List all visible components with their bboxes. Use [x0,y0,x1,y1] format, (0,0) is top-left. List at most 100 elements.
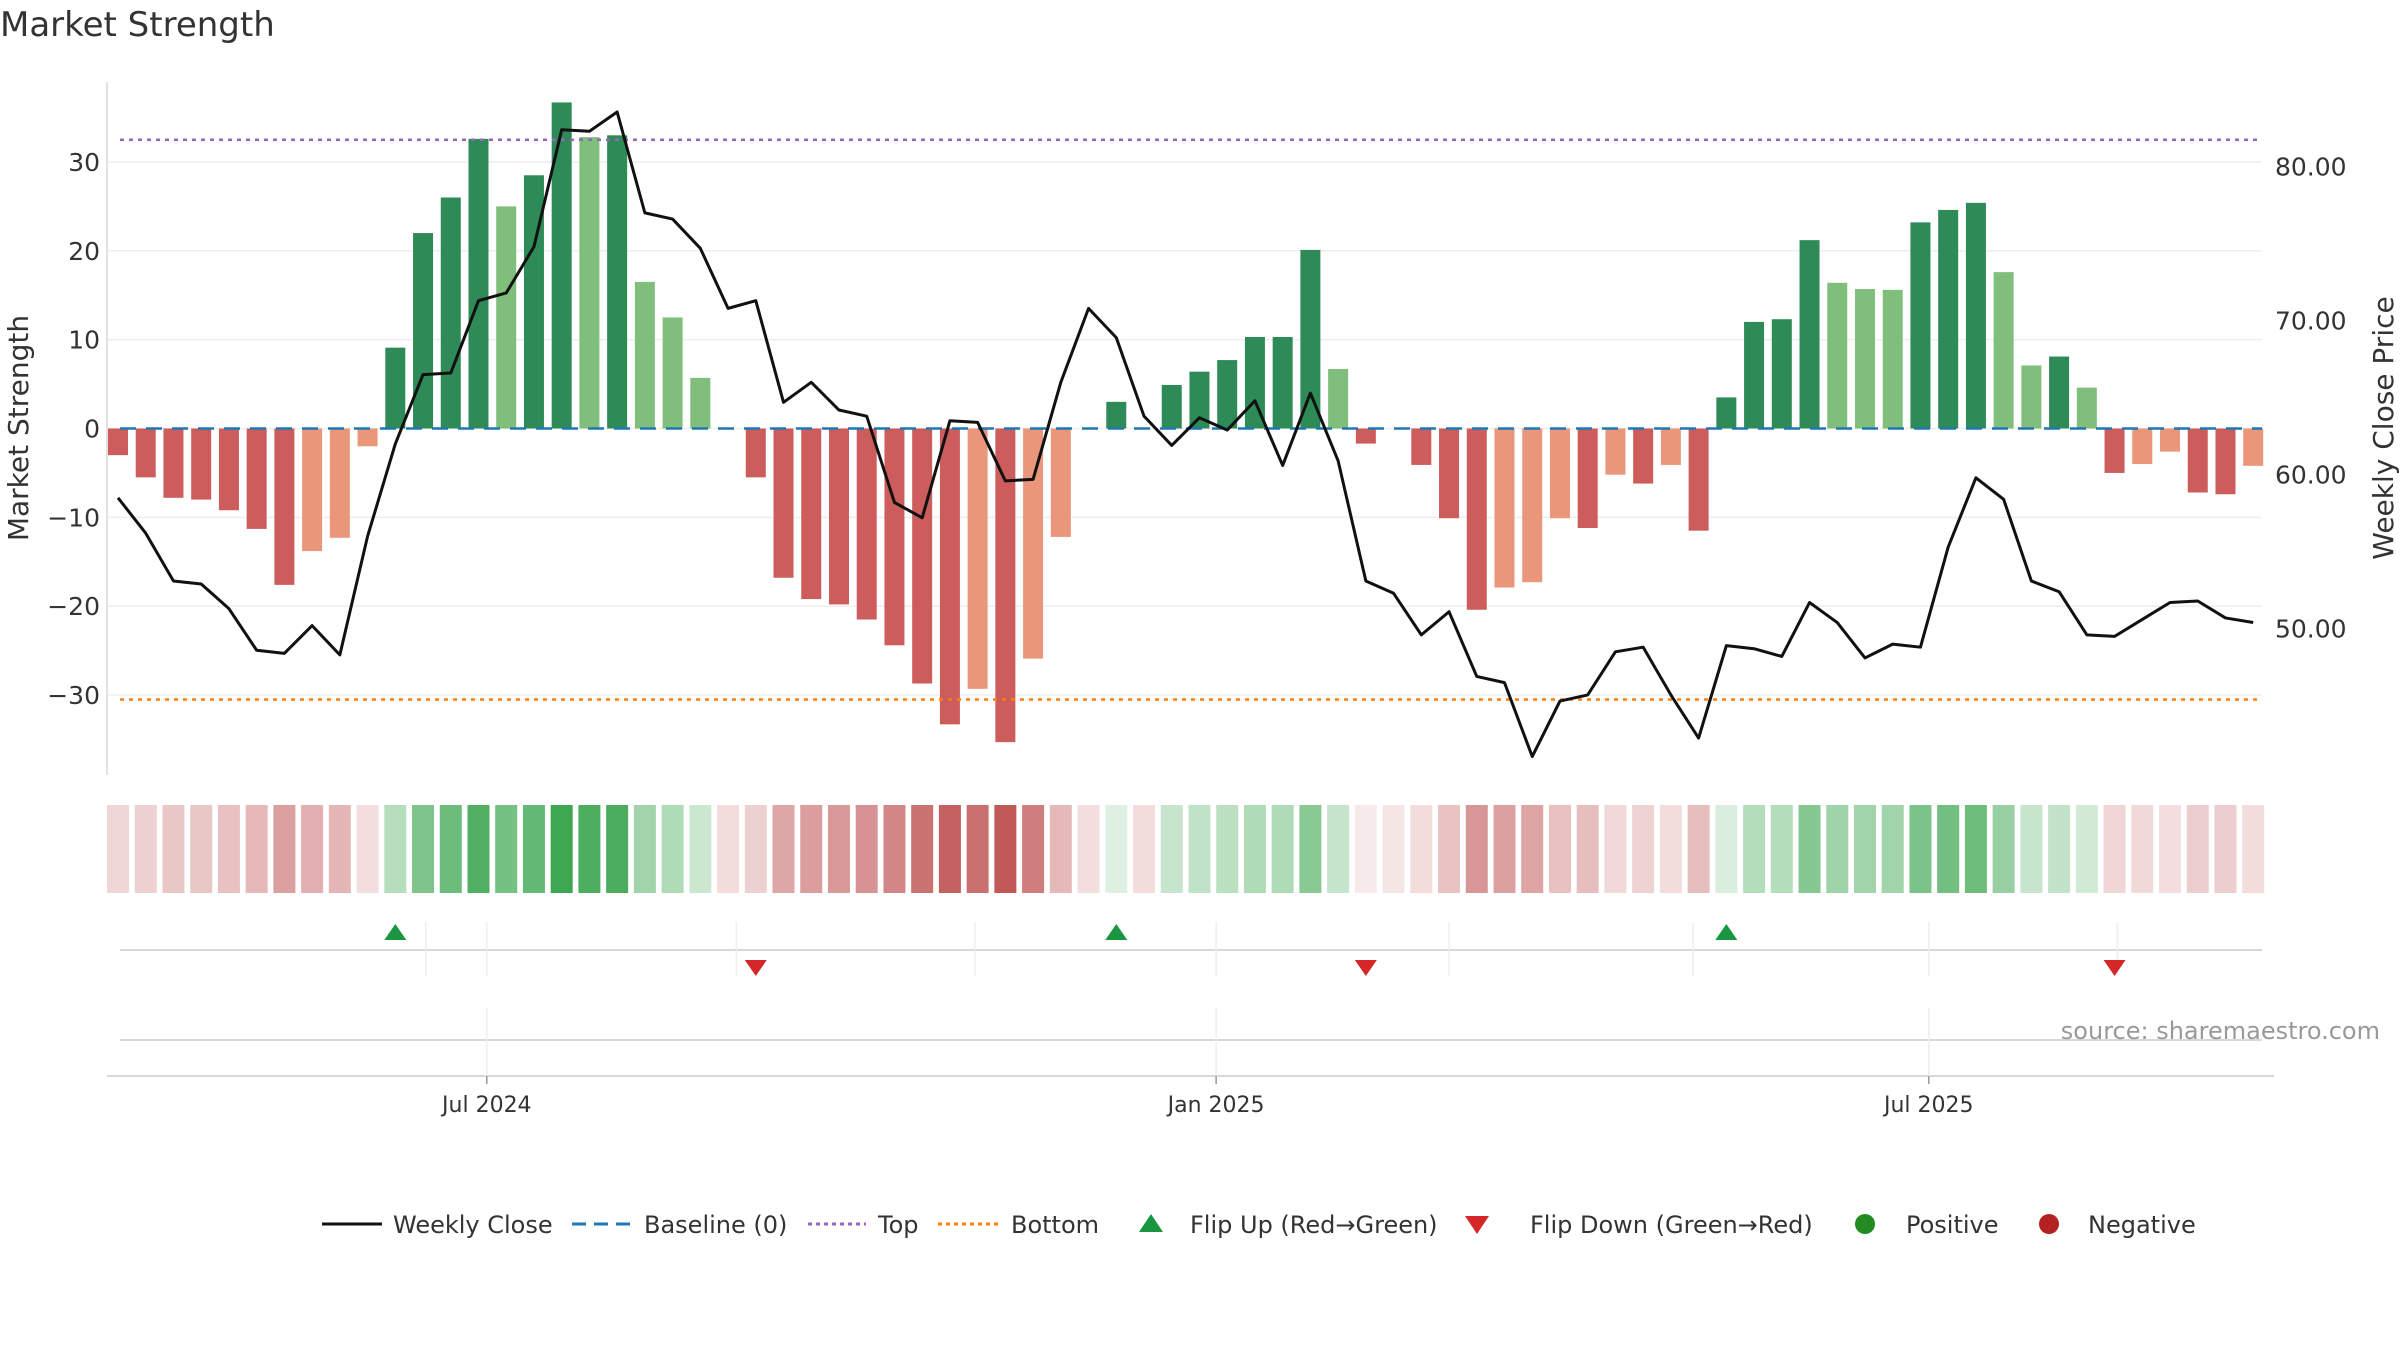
strength-bar [1660,428,1681,465]
y2-tick-label: 60.00 [2275,461,2347,490]
heat-cell [301,805,324,893]
heat-cell [1438,805,1461,893]
left-axis-ticks: 30 20 10 0 −10 −20 −30 [47,148,100,710]
y-tick-label: 20 [68,237,100,266]
heat-cell [2214,805,2237,893]
x-tick-label: Jan 2025 [1166,1093,1265,1118]
heat-cell [162,805,185,893]
heat-cell [661,805,684,893]
strength-bar [801,428,822,600]
heat-cell [2159,805,2182,893]
heat-cell [467,805,490,893]
strength-bar [1328,368,1349,429]
heat-cell [1188,805,1211,893]
y-tick-label: 30 [68,148,100,177]
heat-cell [1687,805,1710,893]
heat-cell [1216,805,1239,893]
strength-bar [1355,428,1376,444]
heat-cell [938,805,961,893]
strength-bar [523,175,544,429]
heat-cell [1937,805,1960,893]
strength-bar [607,135,628,429]
strength-bar [2076,387,2097,429]
heat-cell [412,805,435,893]
heat-cell [328,805,351,893]
heat-cell [522,805,545,893]
heat-cell [883,805,906,893]
x-tick-label: Jul 2025 [1882,1093,1974,1118]
strength-bar [108,428,128,456]
strength-bar [2160,428,2181,452]
strength-bar [2132,428,2153,465]
strength-bar [1854,289,1875,429]
heat-cell [217,805,240,893]
heat-cell [1853,805,1876,893]
strength-bar [995,428,1016,743]
heat-cell [1327,805,1350,893]
strength-bar [246,428,267,529]
heat-cell [855,805,878,893]
strength-bar [329,428,350,538]
strength-bar [1300,249,1321,429]
legend-flip-up-label: Flip Up (Red→Green) [1190,1211,1438,1239]
strength-bar [1522,428,1543,583]
heat-cell [1271,805,1294,893]
heat-cell [1133,805,1156,893]
strength-bar [1993,272,2014,429]
x-axis-ticks: Jul 2024 Jan 2025 Jul 2025 [440,1076,1974,1118]
heat-cell [273,805,296,893]
heat-cell [1493,805,1516,893]
legend-positive-icon [1855,1214,1875,1234]
legend-baseline-label: Baseline (0) [644,1211,787,1239]
y-tick-label: 0 [84,415,100,444]
strength-bar [163,428,184,498]
strength-bar [1799,240,1820,429]
strength-bar [2021,365,2042,429]
heat-cell [1576,805,1599,893]
heat-cell [1548,805,1571,893]
strength-bar [191,428,212,500]
strength-bar [1494,428,1515,588]
strength-bar [1938,209,1959,429]
heat-cell [717,805,740,893]
heat-cell [1465,805,1488,893]
strength-bar [1189,371,1210,429]
strength-bar [1716,397,1737,429]
heat-cell [911,805,934,893]
y-tick-label: −10 [47,503,100,532]
legend-flip-down-icon [1465,1216,1489,1234]
heat-cell [1243,805,1266,893]
bottom-gridlines [486,1008,1930,1076]
heat-cell [2103,805,2126,893]
flip-gridlines [425,922,2119,976]
heat-cell [134,805,157,893]
strength-bar [1771,319,1792,429]
strength-bar [1023,428,1044,659]
heat-cell [245,805,268,893]
strength-bar [1633,428,1654,484]
flip-up-marker [384,924,407,940]
heat-cell [356,805,379,893]
strength-bar [385,347,406,429]
legend-positive-label: Positive [1906,1211,1999,1239]
heat-cell [439,805,462,893]
strength-bar [662,317,683,429]
strength-bar [302,428,323,552]
strength-bar [551,102,572,429]
legend-top-label: Top [877,1211,919,1239]
heat-cell [1632,805,1655,893]
heat-cell [1881,805,1904,893]
strength-bar [579,137,600,429]
heat-cell [550,805,573,893]
heat-cell [1160,805,1183,893]
heat-cell [1382,805,1405,893]
heat-cell [2131,805,2154,893]
strength-bar [690,377,711,429]
heat-cell [772,805,795,893]
strength-bar [1161,384,1182,429]
strength-bar [884,428,905,646]
strength-bar [2243,428,2264,466]
heat-cell [578,805,601,893]
heat-cell [1410,805,1433,893]
heat-cell [1743,805,1766,893]
